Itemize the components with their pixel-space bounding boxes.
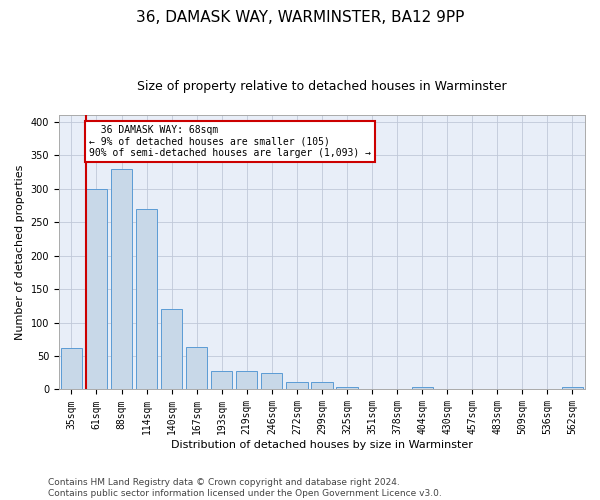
- Bar: [86, 188, 107, 390]
- Bar: [236, 372, 257, 390]
- Text: 36 DAMASK WAY: 68sqm
← 9% of detached houses are smaller (105)
90% of semi-detac: 36 DAMASK WAY: 68sqm ← 9% of detached ho…: [89, 125, 371, 158]
- Bar: [311, 382, 332, 390]
- Y-axis label: Number of detached properties: Number of detached properties: [15, 164, 25, 340]
- Bar: [412, 387, 433, 390]
- Bar: [61, 348, 82, 390]
- Bar: [111, 168, 132, 390]
- Bar: [261, 374, 283, 390]
- X-axis label: Distribution of detached houses by size in Warminster: Distribution of detached houses by size …: [171, 440, 473, 450]
- Bar: [286, 382, 308, 390]
- Bar: [161, 309, 182, 390]
- Bar: [136, 208, 157, 390]
- Text: Contains HM Land Registry data © Crown copyright and database right 2024.
Contai: Contains HM Land Registry data © Crown c…: [48, 478, 442, 498]
- Title: Size of property relative to detached houses in Warminster: Size of property relative to detached ho…: [137, 80, 507, 93]
- Bar: [562, 388, 583, 390]
- Bar: [186, 348, 208, 390]
- Text: 36, DAMASK WAY, WARMINSTER, BA12 9PP: 36, DAMASK WAY, WARMINSTER, BA12 9PP: [136, 10, 464, 25]
- Bar: [337, 387, 358, 390]
- Bar: [211, 370, 232, 390]
